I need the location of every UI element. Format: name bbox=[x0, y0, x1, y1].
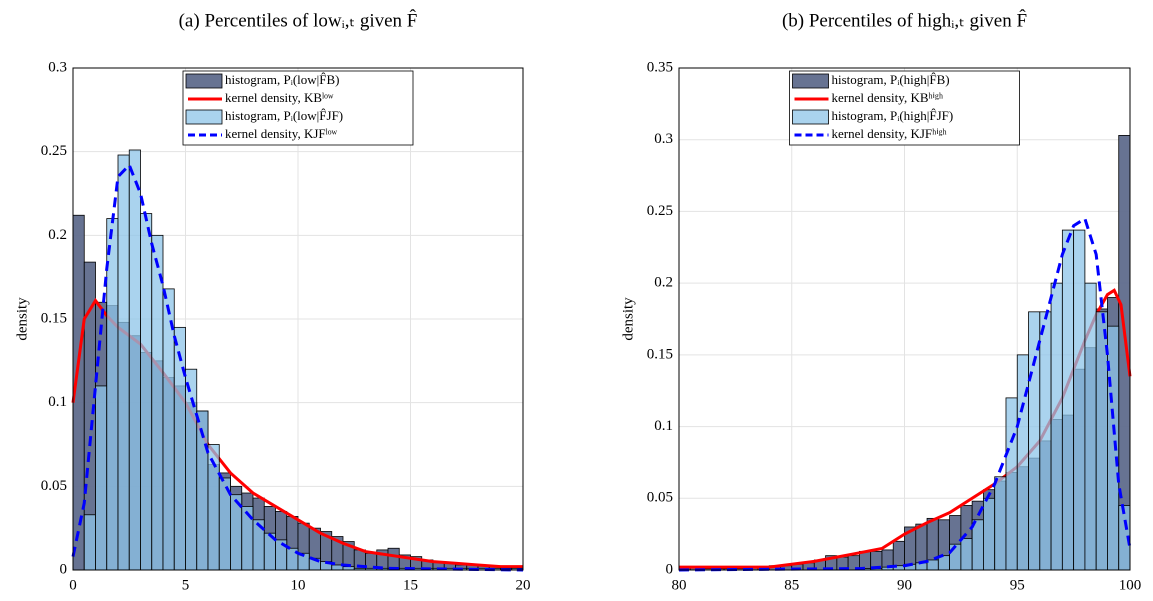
y-tick-label: 0.05 bbox=[647, 490, 673, 506]
legend-label: histogram, Pᵢ(high|F̂B) bbox=[832, 72, 950, 87]
y-tick-label: 0.35 bbox=[647, 59, 673, 75]
y-axis-label: density bbox=[620, 297, 636, 341]
histogram-bar bbox=[994, 476, 1007, 571]
histogram-bar bbox=[1084, 282, 1097, 571]
y-tick-label: 0.2 bbox=[48, 227, 67, 243]
histogram-bar bbox=[128, 149, 141, 571]
legend-swatch bbox=[185, 109, 223, 125]
histogram-bar bbox=[1005, 397, 1018, 571]
x-tick-label: 80 bbox=[672, 577, 687, 593]
x-tick-label: 95 bbox=[1010, 577, 1025, 593]
legend-label: histogram, Pᵢ(high|F̂JF) bbox=[832, 108, 954, 123]
histogram-bar bbox=[960, 538, 973, 571]
x-tick-label: 5 bbox=[182, 577, 190, 593]
histogram-bar bbox=[83, 514, 96, 571]
y-tick-label: 0.3 bbox=[654, 131, 673, 147]
histogram-bar bbox=[342, 566, 355, 571]
y-tick-label: 0.15 bbox=[41, 310, 67, 326]
histogram-bar bbox=[971, 519, 984, 571]
chart-title: (a) Percentiles of lowᵢ,ₜ given F̂ bbox=[179, 10, 418, 32]
histogram-bar bbox=[1061, 229, 1075, 571]
legend-label: kernel density, KJFʰⁱᵍʰ bbox=[832, 126, 947, 141]
x-tick-label: 85 bbox=[784, 577, 799, 593]
x-tick-label: 20 bbox=[516, 577, 531, 593]
legend-label: histogram, Pᵢ(low|F̂B) bbox=[225, 72, 340, 87]
y-tick-label: 0.25 bbox=[647, 203, 673, 219]
histogram-bar bbox=[151, 234, 164, 571]
y-tick-label: 0.15 bbox=[647, 346, 673, 362]
legend-swatch bbox=[792, 109, 829, 125]
histogram-bar bbox=[106, 218, 119, 571]
histogram-bar bbox=[173, 326, 186, 571]
y-tick-label: 0 bbox=[666, 561, 674, 577]
subplot: 0 5 10 15 20 0 0.05 0.1 0.15 0.2 0.25 0.3 (a) Percen… bbox=[14, 10, 530, 594]
y-tick-label: 0.2 bbox=[654, 275, 673, 291]
axes-box bbox=[678, 67, 1131, 571]
histogram-bar bbox=[95, 385, 108, 571]
legend-label: kernel density, KBʰⁱᵍʰ bbox=[832, 90, 944, 105]
legend-swatch bbox=[792, 73, 829, 89]
density-line bbox=[678, 216, 1132, 572]
x-tick-label: 0 bbox=[69, 577, 77, 593]
histogram-bar bbox=[926, 559, 939, 571]
y-tick-label: 0.3 bbox=[48, 59, 67, 75]
y-tick-label: 0 bbox=[60, 561, 68, 577]
y-tick-label: 0.1 bbox=[654, 418, 673, 434]
legend-swatch bbox=[185, 73, 223, 89]
histogram-bar bbox=[162, 288, 175, 571]
y-tick-label: 0.05 bbox=[41, 478, 67, 494]
histogram-bar bbox=[1050, 282, 1063, 571]
y-axis-label: density bbox=[14, 297, 30, 341]
histogram-bar bbox=[1039, 311, 1052, 571]
y-tick-label: 0.1 bbox=[48, 394, 67, 410]
x-tick-label: 90 bbox=[897, 577, 912, 593]
histogram-bar bbox=[983, 497, 996, 571]
axes-box bbox=[72, 67, 524, 571]
histogram-bar bbox=[387, 547, 400, 571]
legend-label: kernel density, KJFˡᵒʷ bbox=[225, 126, 338, 141]
legend-label: histogram, Pᵢ(low|F̂JF) bbox=[225, 108, 343, 123]
histogram-bar bbox=[1073, 229, 1086, 571]
x-tick-label: 10 bbox=[291, 577, 306, 593]
x-tick-label: 100 bbox=[1119, 577, 1142, 593]
density-line bbox=[71, 162, 524, 572]
x-tick-label: 15 bbox=[403, 577, 418, 593]
chart-title: (b) Percentiles of highᵢ,ₜ given F̂ bbox=[782, 10, 1027, 32]
y-tick-label: 0.25 bbox=[41, 143, 67, 159]
legend-label: kernel density, KBˡᵒʷ bbox=[225, 90, 334, 105]
histogram-bar bbox=[117, 154, 130, 571]
subplot: 80 85 90 95 100 0 0.05 0.1 0.15 0.2 0.25 0.3 0.35 (b)… bbox=[620, 10, 1141, 594]
histogram-bar bbox=[140, 213, 153, 571]
